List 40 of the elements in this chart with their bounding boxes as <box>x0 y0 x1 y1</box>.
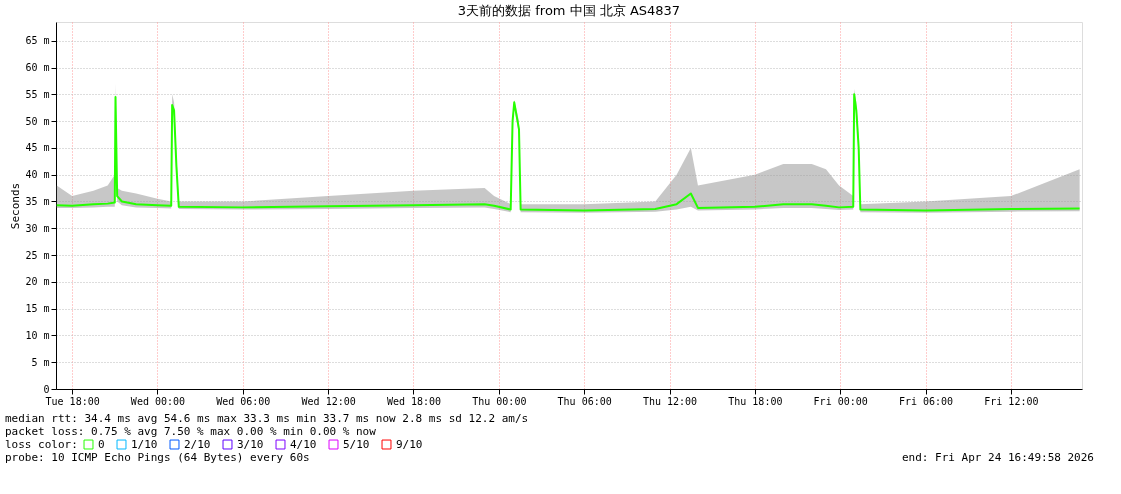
x-tick-label: Tue 18:00 <box>45 395 100 407</box>
y-tick-label: 10 m <box>25 329 50 341</box>
text: probe: 10 ICMP Echo Pings (64 Bytes) every 60s <box>5 451 310 464</box>
chart-title: 3天前的数据 from 中国 北京 AS4837 <box>457 3 681 18</box>
legend-label: 4/10 <box>290 437 317 451</box>
y-tick-label: 5 m <box>31 356 50 368</box>
x-tick-label: Wed 00:00 <box>130 395 186 407</box>
x-tick-label: Thu 18:00 <box>728 395 783 407</box>
x-tick-label: Fri 00:00 <box>813 395 868 407</box>
y-tick-label: 60 m <box>25 62 50 74</box>
y-tick-label: 30 m <box>25 222 50 234</box>
x-tick-label: Thu 00:00 <box>472 395 527 407</box>
y-tick-label: 15 m <box>25 303 50 315</box>
x-tick-label: Fri 12:00 <box>984 395 1039 407</box>
y-tick-label: 40 m <box>25 169 50 181</box>
text: median rtt: 34.4 ms avg 54.6 ms max 33.3 ms min 33.7 ms now 2.8 ms sd 12.2 am/s <box>5 412 529 425</box>
legend-label: 3/10 <box>237 437 264 451</box>
y-tick-label: 65 m <box>25 35 50 47</box>
y-tick-label: 45 m <box>25 142 50 154</box>
x-tick-label: Wed 06:00 <box>216 395 271 407</box>
y-tick-label: 55 m <box>25 88 50 100</box>
text: end: Fri Apr 24 16:49:58 2026 <box>901 451 1094 464</box>
y-axis-title: Seconds <box>9 182 23 230</box>
y-tick-label: 50 m <box>25 115 50 127</box>
legend-label: 1/10 <box>131 437 158 451</box>
text: packet loss: 0.75 % avg 7.50 % max 0.00 % min 0.00 % now <box>5 425 377 438</box>
y-tick-label: 25 m <box>25 249 50 261</box>
x-tick-label: Wed 18:00 <box>386 395 442 407</box>
legend-label: 5/10 <box>343 437 370 451</box>
y-tick-label: 20 m <box>25 276 50 288</box>
x-tick-label: Wed 12:00 <box>301 395 356 407</box>
x-tick-label: Thu 12:00 <box>642 395 698 407</box>
legend-label: 0 <box>98 437 105 451</box>
y-tick-label: 0 <box>43 383 50 395</box>
y-tick-label: 35 m <box>25 195 50 207</box>
legend-label: 9/10 <box>396 437 423 451</box>
x-tick-label: Fri 06:00 <box>898 395 954 407</box>
x-tick-label: Thu 06:00 <box>557 395 612 407</box>
legend-label: 2/10 <box>184 437 211 451</box>
legend-title: loss color: <box>5 438 78 451</box>
